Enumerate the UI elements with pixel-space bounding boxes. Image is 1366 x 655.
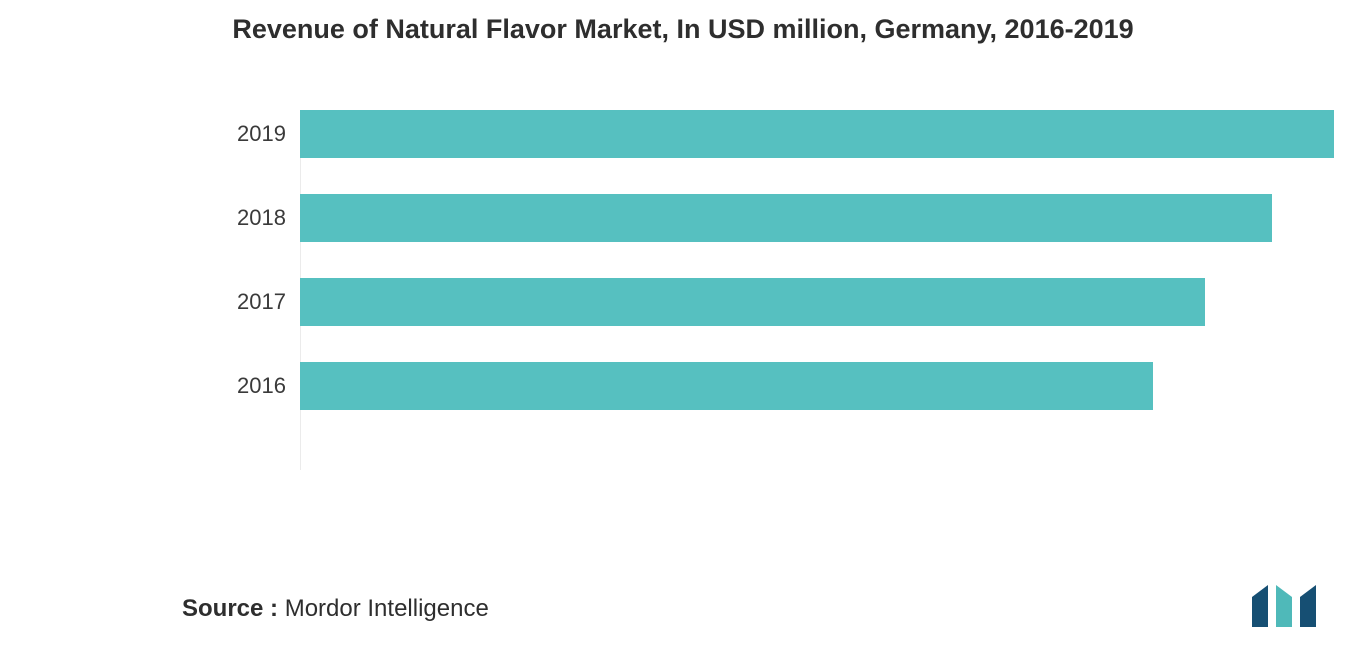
source-line: Source : Mordor Intelligence [182, 595, 489, 623]
chart-container: Revenue of Natural Flavor Market, In USD… [0, 0, 1366, 655]
bar [300, 194, 1272, 242]
brand-logo-icon [1246, 583, 1332, 627]
bar [300, 362, 1153, 410]
bar-row: 2017 [300, 278, 1205, 326]
source-text: Mordor Intelligence [278, 595, 489, 622]
bar-row: 2019 [300, 110, 1334, 158]
bar-label: 2017 [237, 289, 300, 315]
bar-label: 2018 [237, 205, 300, 231]
source-label: Source : [182, 595, 278, 622]
chart-title: Revenue of Natural Flavor Market, In USD… [0, 14, 1366, 45]
bar [300, 110, 1334, 158]
bar-row: 2016 [300, 362, 1153, 410]
plot-area: 2019 2018 2017 2016 [300, 110, 1334, 470]
bar [300, 278, 1205, 326]
bar-label: 2019 [237, 121, 300, 147]
bar-row: 2018 [300, 194, 1272, 242]
bar-label: 2016 [237, 373, 300, 399]
